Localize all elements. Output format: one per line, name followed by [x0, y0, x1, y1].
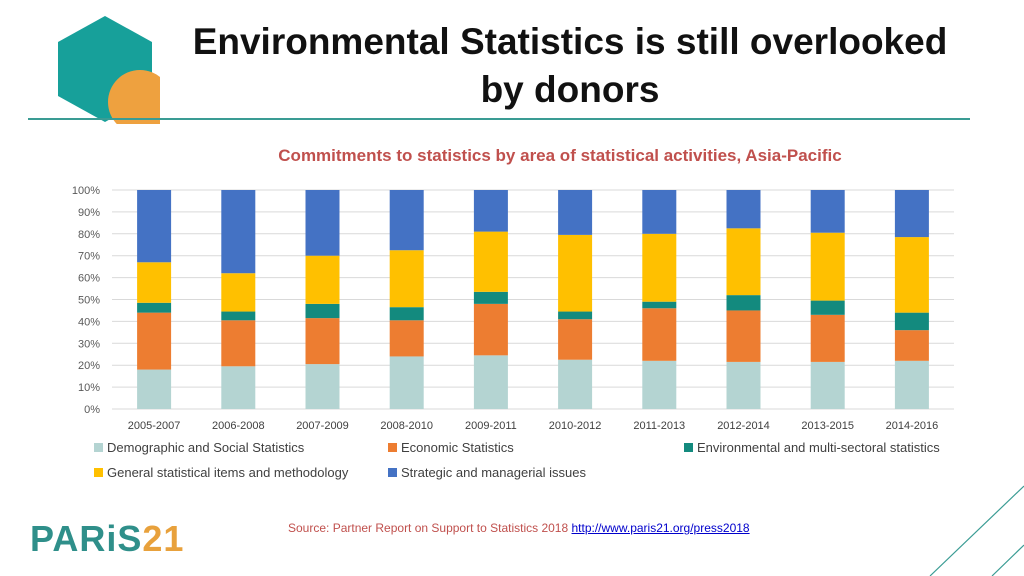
bar-segment: [558, 319, 593, 360]
x-tick-label: 2008-2010: [380, 420, 433, 432]
bar-segment: [389, 190, 424, 251]
bar-segment: [558, 190, 593, 235]
stacked-bar-chart: 0% 10% 20% 30% 40% 50% 60% 70% 80% 90% 100% 2005-20…: [72, 185, 954, 432]
bar-segment: [726, 310, 761, 362]
y-tick-label: 30%: [78, 338, 100, 350]
bar-segment: [558, 359, 593, 409]
bar-segment: [894, 190, 929, 238]
bar-segment: [473, 190, 508, 232]
bar-segment: [473, 291, 508, 304]
legend-item: Environmental and multi-sectoral statist…: [684, 440, 940, 455]
y-tick-label: 0%: [84, 404, 100, 416]
bar-segment: [137, 369, 172, 409]
title-divider: [28, 118, 970, 120]
y-tick-label: 100%: [72, 185, 100, 197]
x-tick-label: 2012-2014: [717, 420, 770, 432]
page-title: Environmental Statistics is still overlo…: [192, 21, 948, 110]
legend-swatch: [94, 443, 103, 452]
legend-swatch: [388, 443, 397, 452]
bar-segment: [221, 311, 256, 321]
bar-segment: [473, 231, 508, 292]
x-tick-label: 2011-2013: [633, 420, 685, 432]
source-note: Source: Partner Report on Support to Sta…: [288, 521, 750, 535]
legend-label: Environmental and multi-sectoral statist…: [697, 440, 940, 455]
bar-segment: [473, 303, 508, 356]
bar-segment: [305, 318, 340, 365]
bar-segment: [642, 360, 677, 409]
logo-text-paris: PARiS: [30, 518, 143, 559]
legend-label: Demographic and Social Statistics: [107, 440, 305, 455]
bar-segment: [726, 295, 761, 311]
legend-swatch: [684, 443, 693, 452]
y-tick-label: 60%: [78, 273, 100, 285]
y-tick-label: 50%: [78, 295, 100, 307]
bar-segment: [558, 234, 593, 312]
bar-segment: [642, 301, 677, 309]
bar-segment: [810, 300, 845, 315]
y-tick-label: 20%: [78, 360, 100, 372]
legend-item: Economic Statistics: [388, 440, 514, 455]
legend-label: Economic Statistics: [401, 440, 514, 455]
paris21-logo: PARiS 21: [30, 518, 184, 560]
legend-label: Strategic and managerial issues: [401, 465, 586, 480]
bar-segment: [221, 190, 256, 274]
bar-segment: [473, 355, 508, 409]
bar-segment: [894, 330, 929, 361]
bar-segment: [389, 356, 424, 409]
legend-label: General statistical items and methodolog…: [107, 465, 349, 480]
source-link[interactable]: http://www.paris21.org/press2018: [571, 521, 750, 535]
bar-segment: [726, 361, 761, 409]
bar-segment: [389, 307, 424, 321]
legend-item: Demographic and Social Statistics: [94, 440, 304, 455]
legend-swatch: [94, 468, 103, 477]
x-tick-label: 2014-2016: [886, 420, 939, 432]
logo-text-21: 21: [142, 518, 185, 559]
bar-segment: [894, 360, 929, 409]
bar-segment: [642, 233, 677, 302]
bar-segment: [810, 232, 845, 301]
bar-segment: [221, 366, 256, 409]
bar-segment: [810, 314, 845, 362]
x-tick-label: 2006-2008: [212, 420, 265, 432]
bar-segment: [305, 364, 340, 409]
bar-segment: [726, 190, 761, 229]
y-tick-label: 80%: [78, 229, 100, 241]
y-tick-label: 40%: [78, 316, 100, 328]
bar-segment: [221, 320, 256, 367]
y-tick-label: 10%: [78, 382, 100, 394]
source-text: Source: Partner Report on Support to Sta…: [288, 521, 569, 535]
bar-segment: [137, 262, 172, 303]
bar-segment: [305, 190, 340, 256]
bar-segment: [894, 312, 929, 331]
bar-segment: [137, 302, 172, 313]
bar-segment: [137, 312, 172, 370]
x-tick-label: 2013-2015: [801, 420, 854, 432]
chart-title: Commitments to statistics by area of sta…: [278, 146, 842, 165]
bar-segment: [558, 311, 593, 320]
x-tick-label: 2005-2007: [128, 420, 181, 432]
legend-item: General statistical items and methodolog…: [94, 465, 348, 480]
bar-segment: [305, 255, 340, 304]
bar-segment: [642, 190, 677, 234]
bar-segment: [389, 320, 424, 357]
bar-segment: [221, 273, 256, 312]
x-tick-label: 2009-2011: [465, 420, 517, 432]
bar-segment: [305, 303, 340, 319]
bar-segment: [389, 250, 424, 308]
bar-segment: [726, 228, 761, 296]
x-tick-label: 2007-2009: [296, 420, 349, 432]
legend-item: Strategic and managerial issues: [388, 465, 586, 480]
bar-segment: [810, 361, 845, 409]
bar-segment: [894, 237, 929, 313]
bar-segment: [137, 190, 172, 263]
x-tick-label: 2010-2012: [549, 420, 602, 432]
y-tick-label: 90%: [78, 207, 100, 219]
legend-swatch: [388, 468, 397, 477]
bar-segment: [810, 190, 845, 233]
bar-segment: [642, 308, 677, 361]
y-tick-label: 70%: [78, 251, 100, 263]
